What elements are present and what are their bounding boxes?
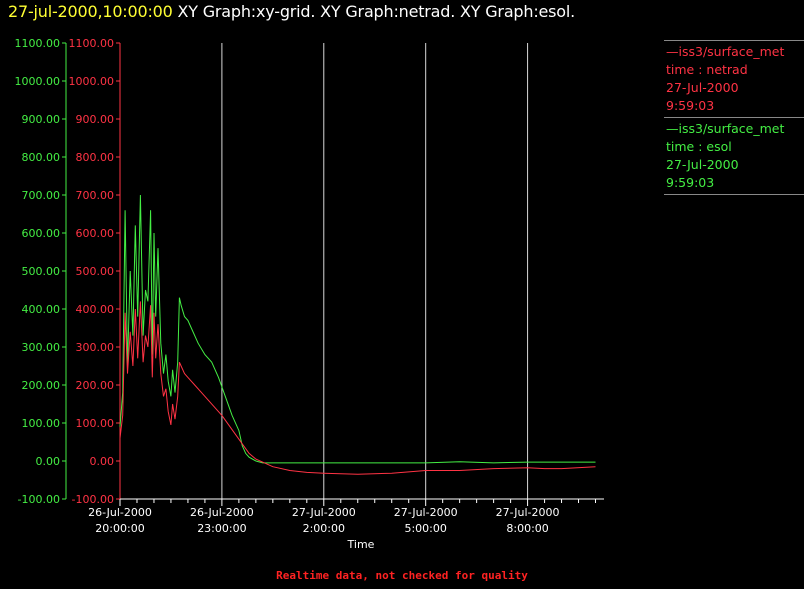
y-tick-label-esol: 300.00 [22, 341, 61, 354]
x-tick-label-time: 2:00:00 [303, 522, 345, 535]
title-graph-esol: XY Graph:esol. [460, 2, 576, 21]
y-tick-label-netrad: 400.00 [76, 303, 115, 316]
y-tick-label-esol: 700.00 [22, 189, 61, 202]
x-tick-label-time: 23:00:00 [197, 522, 246, 535]
y-tick-label-esol: 0.00 [36, 455, 61, 468]
y-tick-label-esol: 500.00 [22, 265, 61, 278]
y-tick-label-netrad: 500.00 [76, 265, 115, 278]
y-tick-label-netrad: 600.00 [76, 227, 115, 240]
title-timestamp: 27-jul-2000,10:00:00 [8, 2, 173, 21]
legend-time: 9:59:03 [666, 175, 715, 190]
y-tick-label-netrad: 200.00 [76, 379, 115, 392]
y-tick-label-esol: 600.00 [22, 227, 61, 240]
series-line-netrad [119, 301, 596, 475]
legend-date: 27-Jul-2000 [666, 80, 739, 95]
legend: —iss3/surface_met time : netrad 27-Jul-2… [664, 40, 804, 195]
legend-entry-esol: —iss3/surface_met time : esol 27-Jul-200… [664, 117, 804, 195]
y-tick-label-esol: 400.00 [22, 303, 61, 316]
y-tick-label-netrad: -100.00 [72, 493, 114, 506]
legend-source: —iss3/surface_met [666, 44, 785, 59]
x-tick-label-date: 26-Jul-2000 [88, 506, 152, 519]
y-tick-label-esol: 900.00 [22, 113, 61, 126]
legend-variable: time : esol [666, 139, 732, 154]
y-tick-label-esol: 800.00 [22, 151, 61, 164]
legend-date: 27-Jul-2000 [666, 157, 739, 172]
y-tick-label-netrad: 800.00 [76, 151, 115, 164]
y-tick-label-netrad: 700.00 [76, 189, 115, 202]
title-graph-xy-grid: XY Graph:xy-grid. [177, 2, 316, 21]
y-tick-label-netrad: 1100.00 [69, 37, 115, 50]
legend-time: 9:59:03 [666, 98, 715, 113]
x-tick-label-time: 8:00:00 [506, 522, 548, 535]
title-graph-netrad: XY Graph:netrad. [320, 2, 456, 21]
x-tick-label-date: 26-Jul-2000 [190, 506, 254, 519]
legend-variable: time : netrad [666, 62, 748, 77]
legend-source: —iss3/surface_met [666, 121, 785, 136]
series-line-esol [119, 194, 596, 464]
x-tick-label-date: 27-Jul-2000 [394, 506, 458, 519]
y-tick-label-esol: 100.00 [22, 417, 61, 430]
y-tick-label-netrad: 1000.00 [69, 75, 115, 88]
x-axis-label: Time [347, 538, 375, 551]
x-tick-label-time: 20:00:00 [95, 522, 144, 535]
quality-disclaimer: Realtime data, not checked for quality [276, 569, 528, 582]
y-tick-label-netrad: 300.00 [76, 341, 115, 354]
y-tick-label-esol: -100.00 [18, 493, 60, 506]
chart-title-bar: 27-jul-2000,10:00:00 XY Graph:xy-grid. X… [8, 2, 575, 21]
y-tick-label-esol: 200.00 [22, 379, 61, 392]
y-tick-label-netrad: 900.00 [76, 113, 115, 126]
y-tick-label-esol: 1000.00 [15, 75, 61, 88]
legend-entry-netrad: —iss3/surface_met time : netrad 27-Jul-2… [664, 40, 804, 117]
y-tick-label-esol: 1100.00 [15, 37, 61, 50]
x-tick-label-date: 27-Jul-2000 [496, 506, 560, 519]
x-tick-label-time: 5:00:00 [404, 522, 446, 535]
y-tick-label-netrad: 100.00 [76, 417, 115, 430]
x-tick-label-date: 27-Jul-2000 [292, 506, 356, 519]
y-tick-label-netrad: 0.00 [90, 455, 115, 468]
